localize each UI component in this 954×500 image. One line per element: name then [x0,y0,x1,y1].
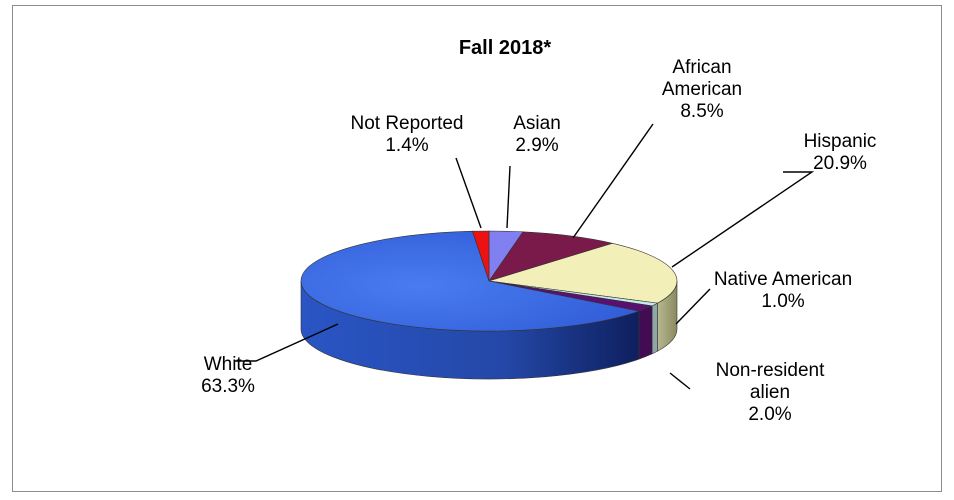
slice-not-reported [472,230,490,282]
slice-value: 1.0% [761,291,804,312]
leader-line-not-reported [455,157,482,229]
slice-labels: Asian 2.9% African American 8.5% Hispanic 20.9… [201,57,876,425]
slice-name: African [672,57,731,78]
label-asian: Asian 2.9% [513,113,561,156]
slice-value: 20.9% [813,153,867,174]
slice-hispanic [488,242,678,304]
slice-name: Asian [513,113,561,134]
leader-lines [235,123,815,390]
leader-line-hispanic [671,171,815,268]
slice-value: 8.5% [680,101,723,122]
slice-name: Native American [714,269,852,290]
leader-line-asian [506,165,511,229]
slice-value: 2.9% [515,135,558,156]
slice-side-native-american [651,302,658,355]
slice-name: Not Reported [350,113,463,134]
pie-chart: Fall 2018* Asian 2.9% African American 8.5% H… [201,37,876,425]
label-not-reported: Not Reported 1.4% [350,113,463,156]
slice-name: Non-resident [716,360,825,381]
label-african-american: African American 8.5% [662,57,742,122]
slice-white [300,230,641,332]
slice-name: alien [750,382,790,403]
leader-line-native-american [675,288,711,325]
chart-frame: Fall 2018* Asian 2.9% African American 8.5% H… [12,5,942,492]
pie-slices [300,230,678,332]
leader-line-non-resident-alien [669,372,691,390]
slice-value: 63.3% [201,376,255,397]
leader-line-white [235,323,339,362]
slice-african-american [488,231,614,282]
label-native-american: Native American 1.0% [714,269,852,312]
slice-name: White [204,354,253,375]
chart-title: Fall 2018* [459,37,552,59]
leader-line-african-american [572,123,654,239]
label-non-resident-alien: Non-resident alien 2.0% [716,360,825,425]
label-white: White 63.3% [201,354,255,397]
slice-side-non-resident-alien [638,305,653,360]
label-hispanic: Hispanic 20.9% [804,131,877,174]
slice-value: 1.4% [385,135,428,156]
slice-name: American [662,79,742,100]
slice-name: Hispanic [804,131,877,152]
slice-value: 2.0% [748,404,791,425]
